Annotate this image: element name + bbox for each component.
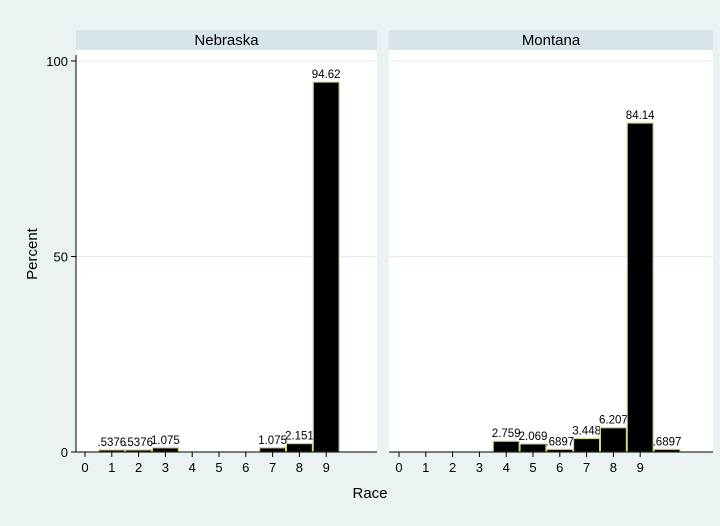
x-axis-label: Race <box>352 485 387 502</box>
panel-header <box>389 30 713 50</box>
x-tick-label: 6 <box>242 460 249 475</box>
x-tick-label: 4 <box>503 460 510 475</box>
x-tick-label: 1 <box>108 460 115 475</box>
data-label: 94.62 <box>312 69 341 81</box>
bar <box>599 427 628 453</box>
x-tick-label: 5 <box>529 460 536 475</box>
panel-1: Montana2.7592.069.68973.4486.20784.14.68… <box>389 30 713 475</box>
data-label: 1.075 <box>151 435 180 447</box>
bar <box>519 443 547 453</box>
x-tick-label: 1 <box>422 460 429 475</box>
bar <box>259 447 287 453</box>
x-tick-label: 3 <box>162 460 169 475</box>
x-tick-label: 2 <box>449 460 456 475</box>
y-tick-label: 0 <box>61 445 68 460</box>
bar <box>492 440 520 453</box>
x-tick-label: 8 <box>296 460 303 475</box>
x-tick-label: 0 <box>81 460 88 475</box>
y-axis-label: Percent <box>24 227 41 280</box>
x-tick-label: 7 <box>269 460 276 475</box>
data-label: .5376 <box>124 437 153 449</box>
data-label: 2.151 <box>285 431 314 443</box>
data-label: 2.069 <box>519 431 548 443</box>
bar <box>312 81 340 453</box>
data-label: .5376 <box>97 437 126 449</box>
data-label: 84.14 <box>626 110 655 122</box>
x-tick-label: 7 <box>583 460 590 475</box>
y-tick-label: 100 <box>46 54 68 69</box>
x-tick-label: 4 <box>189 460 196 475</box>
x-tick-label: 5 <box>215 460 222 475</box>
bar <box>572 437 601 453</box>
data-label: 6.207 <box>599 415 628 427</box>
chart-static: Percent Race <box>24 227 388 502</box>
data-label: 3.448 <box>572 426 601 438</box>
x-tick-label: 9 <box>637 460 644 475</box>
plot-area <box>389 30 713 452</box>
data-label: .6897 <box>653 436 682 448</box>
y-tick-label: 50 <box>54 250 68 265</box>
x-tick-label: 8 <box>610 460 617 475</box>
bar <box>626 122 654 453</box>
panel-header <box>76 30 377 50</box>
y-axis: 0 50 100 <box>46 54 77 460</box>
data-label: .6897 <box>545 436 574 448</box>
x-tick-label: 0 <box>395 460 402 475</box>
bar <box>285 442 313 453</box>
x-tick-label: 9 <box>323 460 330 475</box>
panel-title: Nebraska <box>194 32 259 49</box>
bar <box>151 447 179 453</box>
data-label: 2.759 <box>492 428 521 440</box>
x-tick-label: 6 <box>556 460 563 475</box>
x-tick-label: 2 <box>135 460 142 475</box>
x-tick-label: 3 <box>476 460 483 475</box>
data-label: 1.075 <box>258 435 287 447</box>
panel-title: Montana <box>522 32 581 49</box>
